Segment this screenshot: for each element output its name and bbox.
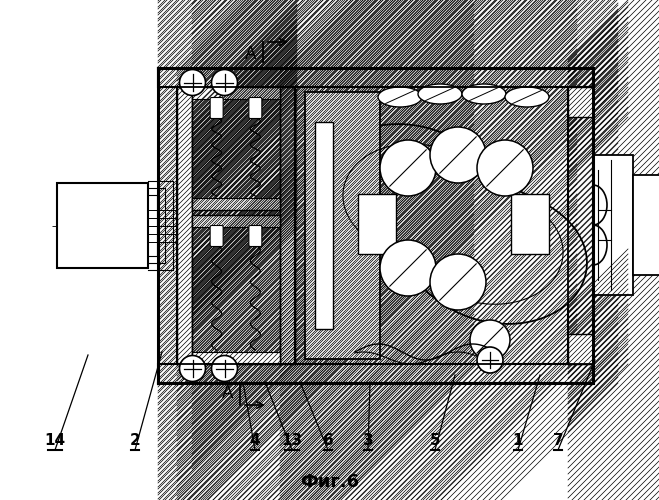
- Text: А: А: [245, 45, 257, 63]
- Polygon shape: [319, 124, 587, 324]
- Circle shape: [380, 140, 436, 196]
- Bar: [192, 87, 280, 210]
- Bar: [593, 155, 633, 295]
- Circle shape: [430, 254, 486, 310]
- Bar: [358, 194, 396, 254]
- Text: 14: 14: [44, 433, 65, 448]
- Bar: [280, 87, 295, 364]
- Text: 2: 2: [130, 433, 140, 448]
- Circle shape: [179, 70, 206, 96]
- Bar: [305, 92, 380, 359]
- Bar: [177, 87, 295, 364]
- Text: 6: 6: [323, 433, 333, 448]
- Circle shape: [179, 356, 206, 382]
- Text: Фиг.6: Фиг.6: [301, 473, 360, 491]
- Bar: [192, 198, 280, 210]
- Ellipse shape: [462, 84, 506, 104]
- FancyBboxPatch shape: [210, 226, 223, 246]
- Text: 3: 3: [362, 433, 373, 448]
- Bar: [511, 194, 549, 254]
- Text: 13: 13: [281, 433, 302, 448]
- Circle shape: [212, 356, 237, 382]
- Bar: [315, 122, 333, 329]
- Text: 1: 1: [513, 433, 523, 448]
- Bar: [295, 87, 568, 364]
- Text: 4: 4: [250, 433, 260, 448]
- Bar: [158, 68, 593, 383]
- Circle shape: [477, 347, 503, 373]
- Bar: [158, 68, 593, 87]
- Bar: [568, 87, 593, 364]
- Bar: [568, 87, 593, 117]
- Circle shape: [380, 240, 436, 296]
- Bar: [177, 87, 192, 364]
- Bar: [57, 183, 148, 268]
- Bar: [568, 334, 593, 364]
- Bar: [192, 215, 280, 364]
- Bar: [192, 87, 280, 99]
- Ellipse shape: [418, 84, 462, 104]
- Ellipse shape: [378, 87, 422, 107]
- Text: А: А: [222, 384, 234, 402]
- Bar: [633, 175, 659, 275]
- FancyBboxPatch shape: [210, 98, 223, 118]
- Circle shape: [212, 70, 237, 96]
- Bar: [192, 215, 280, 227]
- Circle shape: [430, 127, 486, 183]
- Bar: [158, 364, 593, 383]
- Circle shape: [477, 140, 533, 196]
- Bar: [192, 352, 280, 364]
- FancyBboxPatch shape: [249, 226, 262, 246]
- Circle shape: [470, 320, 510, 360]
- Text: 7: 7: [553, 433, 563, 448]
- Text: 5: 5: [430, 433, 440, 448]
- FancyBboxPatch shape: [249, 98, 262, 118]
- Ellipse shape: [505, 87, 549, 107]
